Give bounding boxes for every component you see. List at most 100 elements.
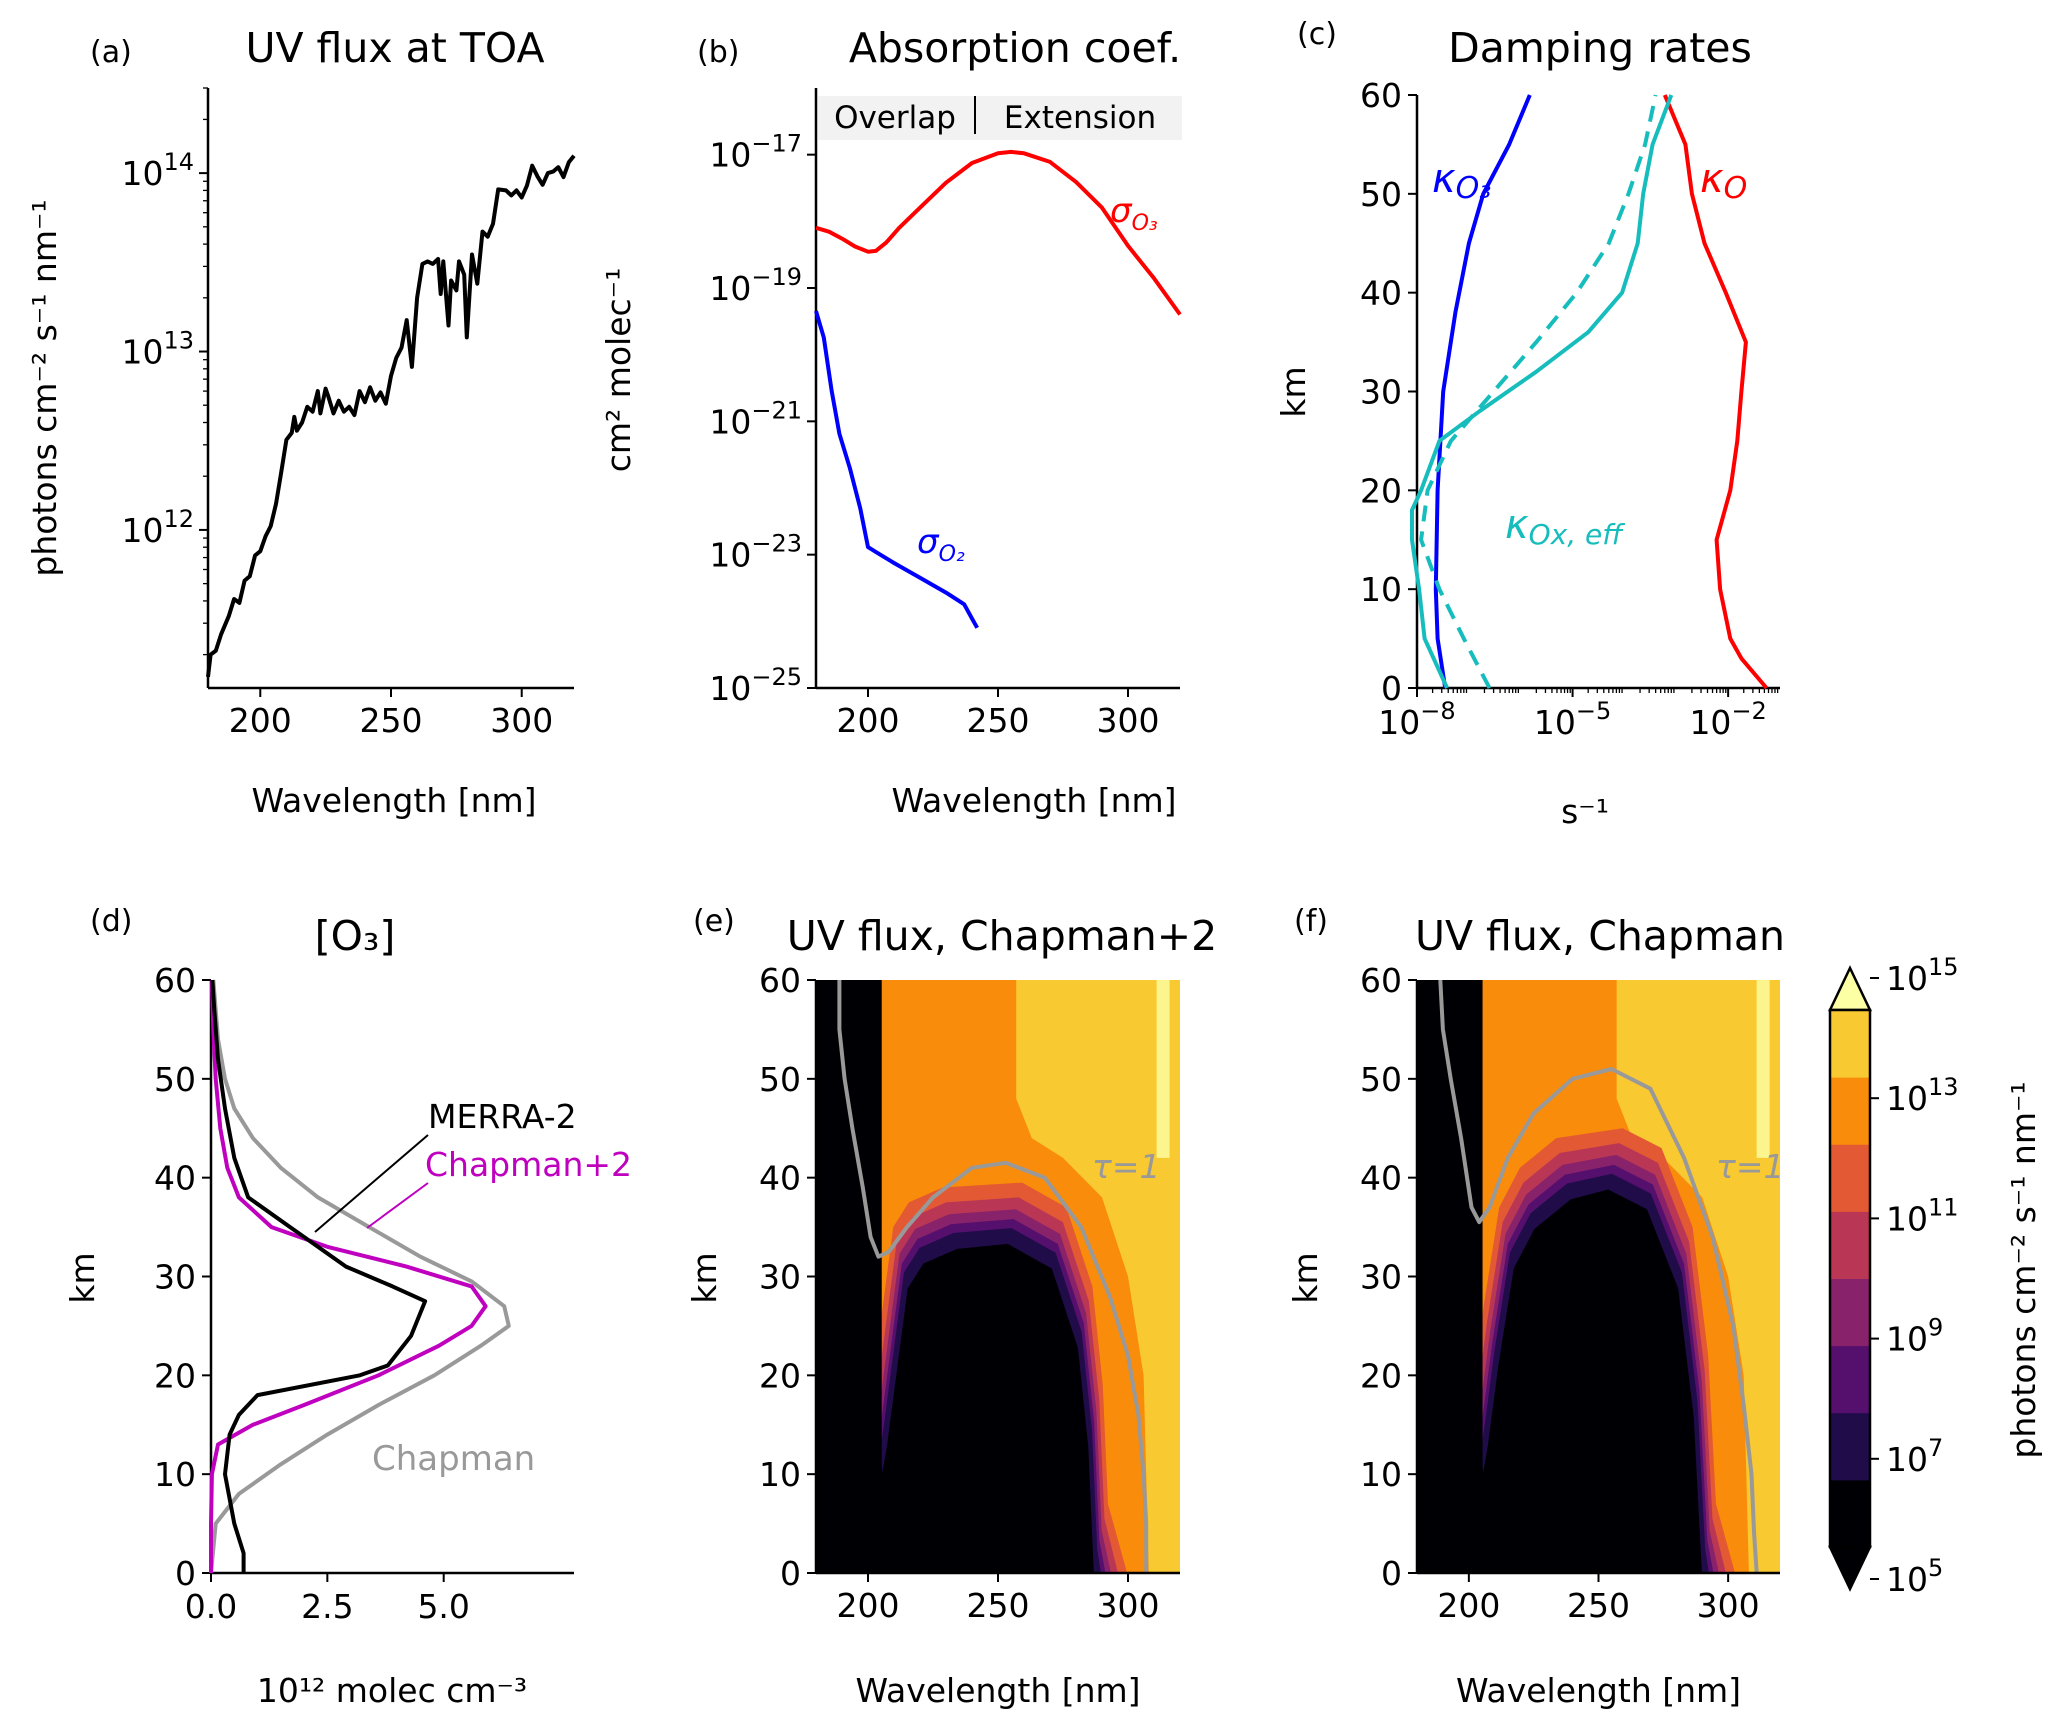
y-tick-label: 10 — [1360, 1455, 1402, 1494]
sigma-o2-line — [814, 310, 979, 629]
colorbar-tick-label: 1015 — [1886, 953, 1959, 998]
y-tick-label: 0 — [780, 1554, 801, 1593]
kappa-ox-eff-label: κOx, eff — [1505, 502, 1625, 551]
level-band — [1156, 980, 1170, 1158]
x-axis-label: Wavelength [nm] — [1456, 1671, 1741, 1710]
x-tick-label: 10−2 — [1689, 697, 1766, 742]
x-tick-label: 10−8 — [1378, 697, 1455, 742]
y-tick-label: 10−21 — [709, 396, 802, 441]
kappa-o3-label: κO₃ — [1432, 156, 1491, 206]
panel-e-flux-chapman-plus-2: 0 10 20 30 40 50 60 200 250 300 τ=1 (e) UV flux, Cha… — [685, 904, 1217, 1710]
chapman-plus-2-label: Chapman+2 — [425, 1145, 632, 1184]
merra2-leader-line — [314, 1134, 429, 1233]
colorbar-segment — [1830, 1144, 1870, 1212]
panel-title: [O₃] — [315, 912, 396, 960]
colorbar-segment — [1830, 1010, 1870, 1078]
panel-d-ozone-profile: 0 10 20 30 40 50 60 0.0 2.5 5.0 MERRA-2 Chapman+2 Ch… — [63, 904, 632, 1710]
colorbar-segment — [1830, 1278, 1870, 1347]
colorbar-segment — [1830, 1211, 1870, 1279]
y-axis-label: km — [685, 1252, 724, 1303]
colorbar-tick-label: 1011 — [1886, 1193, 1959, 1238]
y-tick-label: 10−19 — [709, 263, 802, 308]
panel-b-absorption-coef: Overlap Extension 10−25 10−23 10−21 10−19 10−1… — [599, 24, 1182, 820]
y-tick-label: 50 — [1360, 1060, 1402, 1099]
panel-f-flux-chapman: 0 10 20 30 40 50 60 200 250 300 τ=1 (f) UV flux, Cha… — [1286, 904, 1785, 1710]
colorbar-tick-label: 1013 — [1886, 1073, 1959, 1118]
y-tick-label: 50 — [759, 1060, 801, 1099]
x-tick-label: 250 — [360, 701, 423, 740]
panel-title: UV flux, Chapman — [1415, 912, 1785, 960]
panel-label: (c) — [1297, 17, 1337, 52]
y-tick-label: 20 — [759, 1356, 801, 1395]
level-band — [816, 980, 884, 1573]
y-tick-label: 30 — [1360, 373, 1402, 412]
x-tick-label: 300 — [490, 701, 553, 740]
colorbar-min-extension — [1828, 1545, 1872, 1592]
colorbar-frame — [1828, 1008, 1872, 1549]
colorbar-label: photons cm⁻² s⁻¹ nm⁻¹ — [2004, 1081, 2043, 1458]
panel-label: (f) — [1294, 904, 1328, 939]
level-band — [1417, 1084, 1700, 1573]
flux-line — [206, 154, 576, 678]
x-axis-label: Wavelength [nm] — [891, 781, 1176, 820]
level-band — [816, 1084, 1092, 1573]
x-axis-label: Wavelength [nm] — [251, 781, 536, 820]
y-tick-label: 60 — [759, 961, 801, 1000]
tau-1-label: τ=1 — [1092, 1147, 1161, 1186]
panel-label: (a) — [90, 35, 132, 70]
chapman-line — [209, 979, 511, 1574]
colorbar-segment — [1830, 1412, 1870, 1481]
colorbar-tick-label: 109 — [1886, 1314, 1943, 1359]
level-band — [1417, 980, 1485, 1573]
kappa-o-label: κO — [1700, 156, 1747, 206]
x-tick-label: 200 — [1437, 1586, 1500, 1625]
y-tick-label: 40 — [154, 1159, 196, 1198]
level-band — [1756, 980, 1770, 1158]
colorbar-segment — [1830, 1077, 1870, 1145]
x-axis-label: Wavelength [nm] — [855, 1671, 1140, 1710]
y-tick-label: 10−17 — [709, 130, 802, 175]
y-tick-label: 50 — [1360, 175, 1402, 214]
y-axis-label: km — [1286, 1252, 1325, 1303]
kappa-ox-eff-dashed-line — [1419, 94, 1658, 689]
kappa-o-line — [1662, 94, 1769, 690]
region-label-extension: Extension — [1004, 100, 1156, 136]
sigma-o3-line — [815, 149, 1182, 316]
y-tick-label: 1014 — [121, 148, 194, 193]
chapman-label: Chapman — [372, 1439, 535, 1479]
tau-1-contour — [837, 980, 1149, 1573]
panel-label: (d) — [90, 904, 132, 939]
y-tick-label: 30 — [759, 1258, 801, 1297]
y-tick-label: 60 — [1360, 961, 1402, 1000]
y-tick-label: 10−25 — [709, 663, 802, 708]
y-tick-label: 0 — [1381, 669, 1402, 708]
y-tick-label: 20 — [154, 1356, 196, 1395]
x-tick-label: 250 — [967, 701, 1030, 740]
y-tick-label: 1013 — [121, 327, 194, 372]
panel-label: (b) — [697, 35, 739, 70]
y-axis-label: km — [1274, 366, 1313, 417]
x-tick-label: 10−5 — [1534, 697, 1611, 742]
colorbar-tick-label: 107 — [1886, 1434, 1943, 1479]
kappa-o3-line — [1433, 94, 1532, 689]
y-axis-label: photons cm⁻² s⁻¹ nm⁻¹ — [25, 199, 64, 576]
y-tick-label: 30 — [1360, 1258, 1402, 1297]
y-tick-label: 1012 — [121, 505, 194, 550]
x-tick-label: 250 — [1567, 1586, 1630, 1625]
colorbar-max-extension — [1828, 965, 1872, 1012]
tau-1-label: τ=1 — [1716, 1147, 1785, 1186]
flux-contour-field — [816, 980, 1180, 1573]
x-axis-label: 10¹² molec cm⁻³ — [257, 1671, 527, 1710]
colorbar-segment — [1830, 1479, 1870, 1548]
colorbar-tick-label: 105 — [1886, 1554, 1943, 1599]
x-tick-label: 5.0 — [417, 1587, 469, 1626]
x-tick-label: 2.5 — [301, 1587, 353, 1626]
x-tick-label: 0.0 — [185, 1587, 237, 1626]
panel-title: Absorption coef. — [849, 24, 1181, 72]
colorbar: 105 107 109 1011 1013 1015 photons cm⁻² s⁻¹ nm… — [1828, 953, 2043, 1599]
level-band — [1016, 980, 1180, 1573]
panel-title: UV flux, Chapman+2 — [787, 912, 1217, 960]
y-tick-label: 0 — [1381, 1554, 1402, 1593]
x-tick-label: 300 — [1097, 1586, 1160, 1625]
region-background — [818, 96, 1182, 140]
